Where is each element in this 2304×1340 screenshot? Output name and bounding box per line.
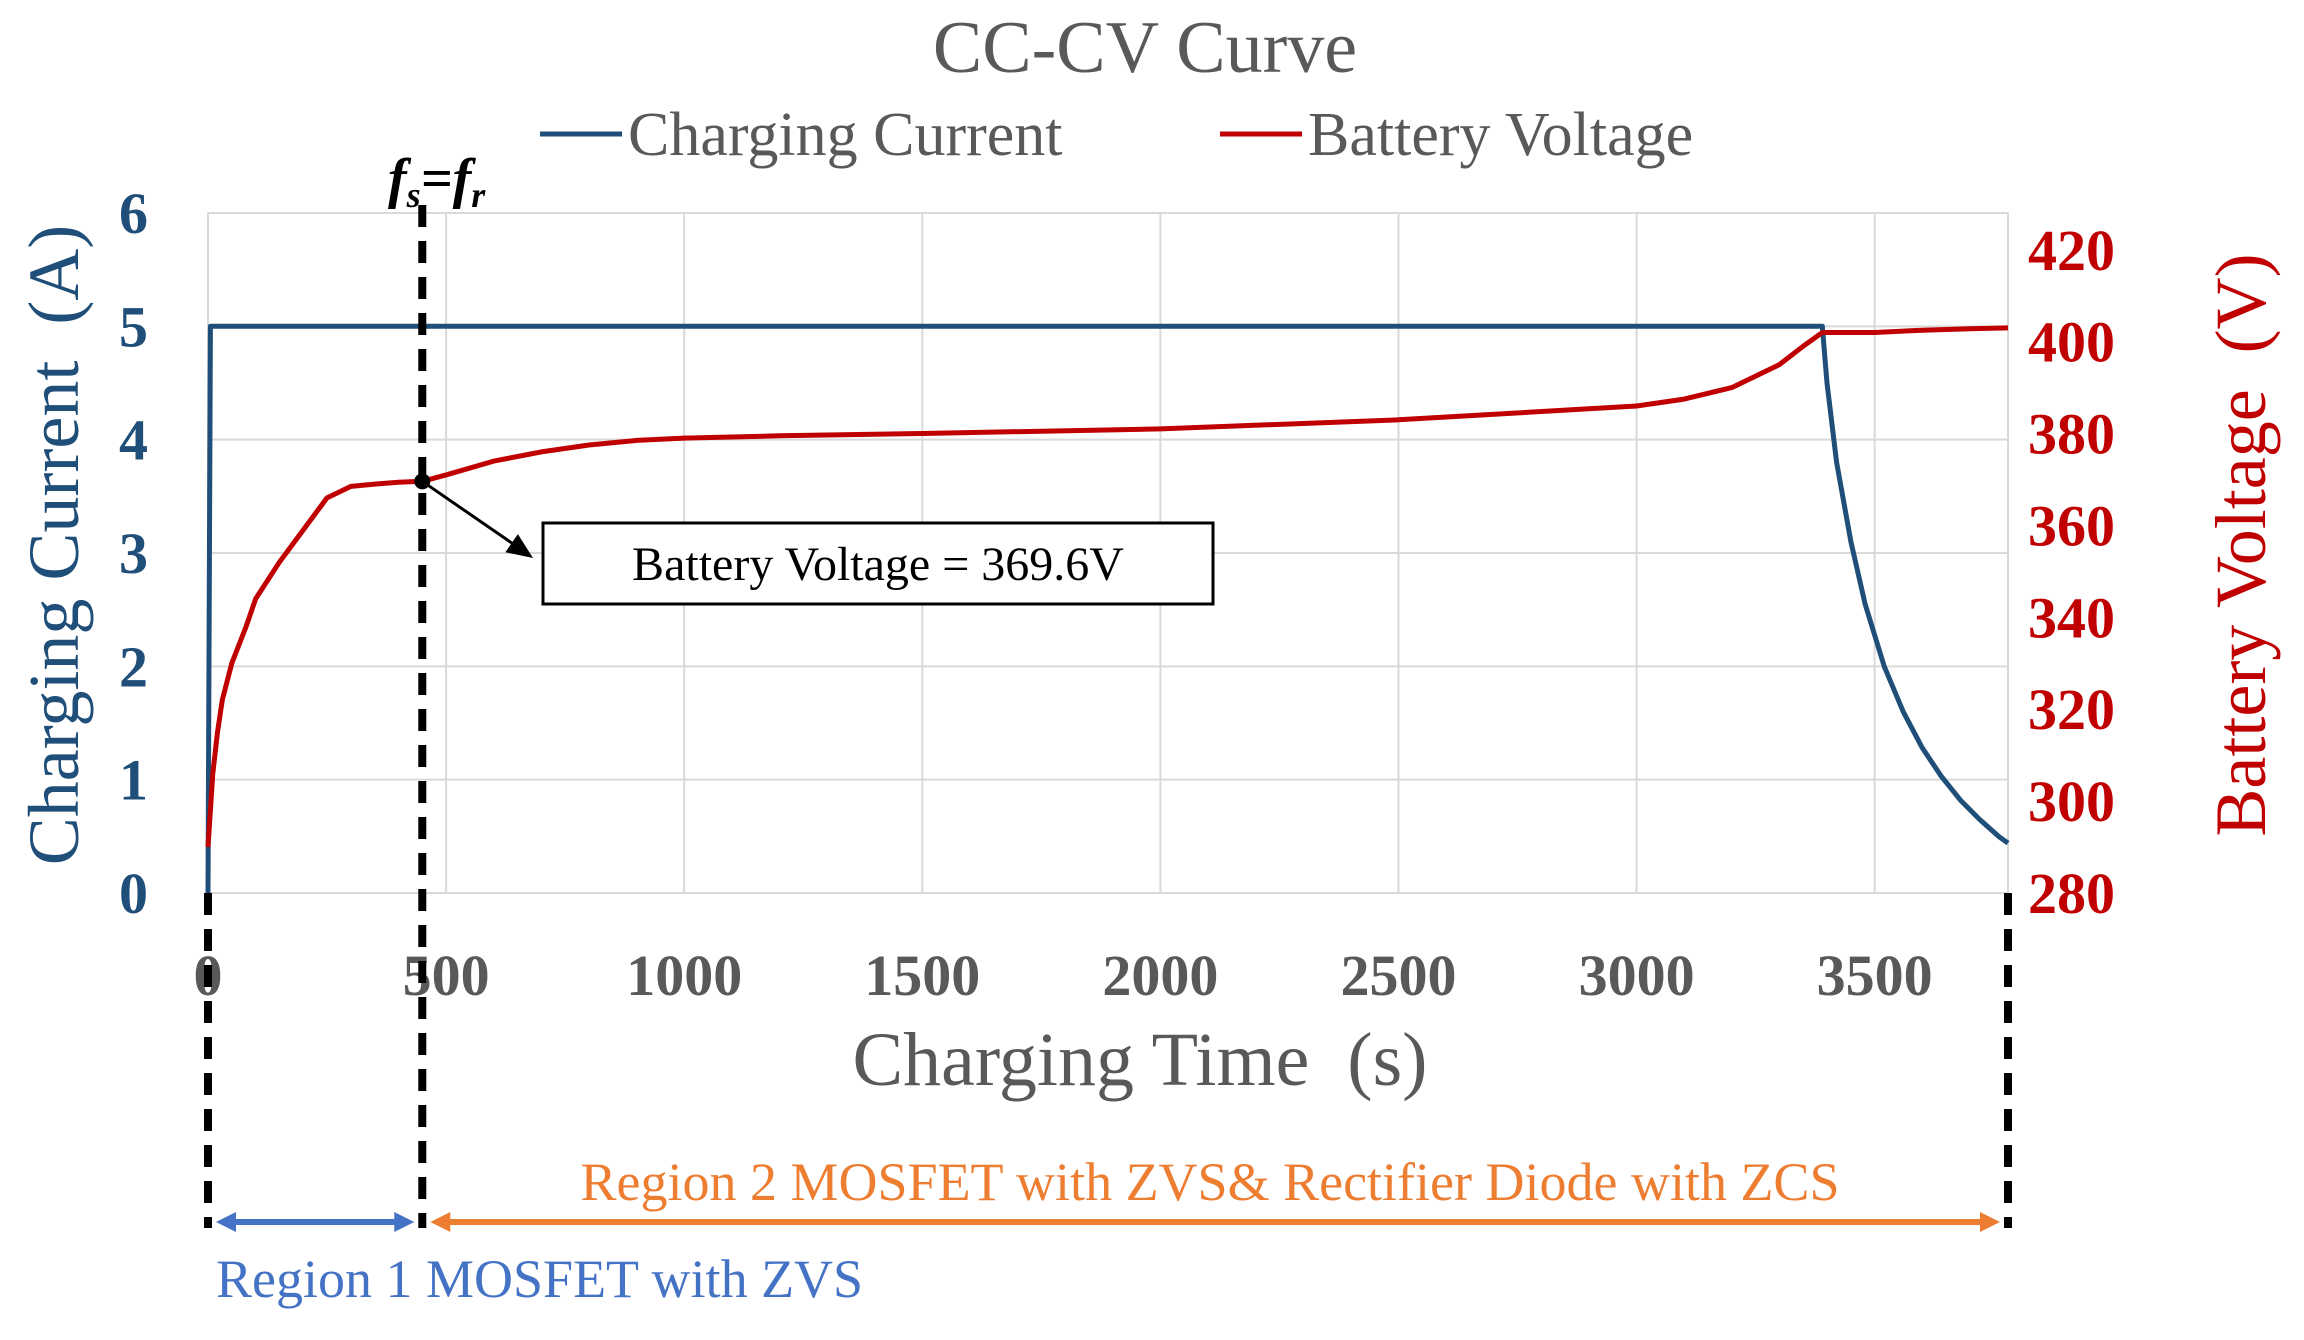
x-tick-label: 2000 [1102,943,1218,1008]
marker-label: fs=fr [388,148,486,215]
series-line-battery-voltage [205,325,2009,848]
callout: Battery Voltage = 369.6V [414,473,1215,606]
y-left-tick-label: 5 [119,294,148,359]
y-left-tick-label: 4 [119,408,148,473]
x-tick-labels: 0500100015002000250030003500 [194,943,1933,1008]
x-tick-label: 500 [403,943,490,1008]
y-right-tick-label: 400 [2028,310,2115,375]
series-line-charging-current [205,323,2010,894]
x-axis-title: Charging Time (s) [852,1018,1427,1102]
x-tick-label: 2500 [1340,943,1456,1008]
x-tick-label: 3500 [1817,943,1933,1008]
y-left-tick-label: 1 [119,748,148,813]
callout-box [541,521,1215,606]
x-tick-label: 3000 [1579,943,1695,1008]
callout-text: Battery Voltage = 369.6V [632,538,1124,591]
callout-arrowhead [505,534,533,558]
y-right-tick-labels: 280 300 320 340 360 380 400 420 [2028,218,2115,926]
region-2-arrowhead-left [430,1212,451,1232]
region-1-arrowhead-right [394,1212,415,1232]
legend-label-current: Charging Current [628,101,1063,169]
marker-label-eq: = [421,148,453,210]
x-tick-label: 1000 [626,943,742,1008]
y-right-tick-label: 340 [2028,585,2115,650]
y-left-tick-label: 0 [119,861,148,926]
y-left-tick-labels: 0 1 2 3 4 5 6 [119,181,148,926]
legend: Charging Current Battery Voltage [540,101,1693,169]
y-right-tick-label: 420 [2028,218,2115,283]
callout-arrow [421,480,520,550]
region-2-label: Region 2 MOSFET with ZVS& Rectifier Diod… [581,1152,1840,1212]
region-2-arrowhead-right [1980,1212,2000,1232]
y-right-tick-label: 320 [2028,677,2115,742]
y-left-tick-label: 6 [119,181,148,246]
series-lines [205,323,2010,894]
region-1-arrowhead-left [216,1212,236,1232]
y-left-axis-title: Charging Current (A) [14,225,94,866]
regions [216,1212,2000,1232]
legend-label-voltage: Battery Voltage [1308,101,1693,169]
marker-label-sub2: r [471,175,486,215]
y-left-tick-label: 2 [119,634,148,699]
y-left-tick-label: 3 [119,521,148,586]
chart-title: CC-CV Curve [933,7,1357,89]
y-right-tick-label: 360 [2028,493,2115,558]
y-right-tick-label: 300 [2028,769,2115,834]
y-right-axis-title: Battery Voltage (V) [2201,253,2281,836]
marker-label-sub1: s [406,175,421,215]
y-right-tick-label: 380 [2028,402,2115,467]
y-right-tick-label: 280 [2028,861,2115,926]
x-tick-label: 1500 [864,943,980,1008]
region-1-label: Region 1 MOSFET with ZVS [216,1249,863,1309]
